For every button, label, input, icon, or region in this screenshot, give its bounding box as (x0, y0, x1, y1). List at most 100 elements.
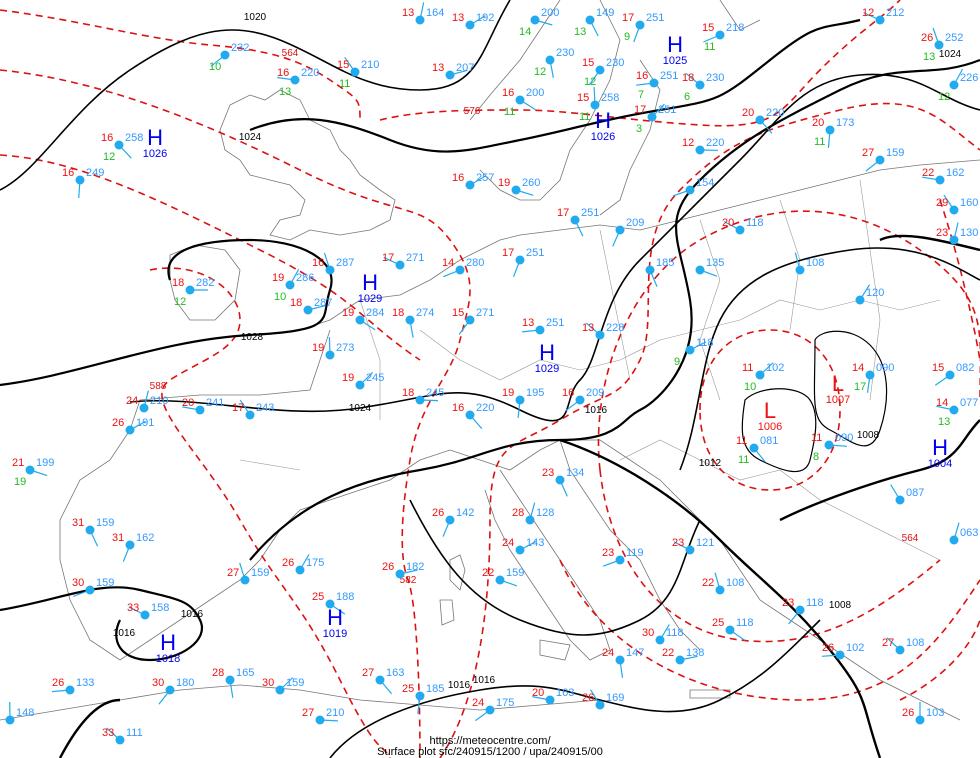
station-plot[interactable]: 30 180 (152, 677, 194, 705)
station-plot[interactable]: 19 284 (342, 307, 384, 331)
station-plot[interactable]: 23 130 (936, 222, 978, 245)
station-plot[interactable]: 30 159 (262, 677, 304, 695)
station-plot[interactable]: 16 11 200 (502, 87, 544, 118)
station-plot[interactable]: 23 118 (782, 597, 824, 625)
station-plot[interactable]: 19 273 (312, 336, 354, 360)
station-plot[interactable]: 29 160 (936, 194, 978, 215)
station-plot[interactable]: 19 10 286 (272, 269, 314, 303)
station-plot[interactable]: 13 149 (574, 7, 614, 38)
station-plot[interactable]: 14 280 (442, 257, 484, 278)
station-plot[interactable]: 13 207 (432, 62, 474, 80)
station-plot[interactable]: 13 164 (402, 2, 444, 25)
station-plot[interactable]: 33 158 (127, 602, 169, 620)
station-plot[interactable]: 20 241 (182, 397, 224, 415)
station-plot[interactable]: 27 210 (302, 707, 344, 725)
station-plot[interactable]: 28 165 (212, 667, 254, 698)
station-plot[interactable]: 15 11 210 (337, 56, 379, 90)
station-plot[interactable]: 26 133 (52, 677, 94, 695)
station-plot[interactable]: 25 188 (312, 591, 354, 615)
station-plot[interactable]: 24 210 (126, 390, 168, 413)
station-plot[interactable]: 14 13 077 (936, 397, 978, 428)
station-plot[interactable]: 18 274 (392, 307, 434, 338)
station-plot[interactable]: 33 111 (102, 727, 143, 745)
station-plot[interactable]: 26 102 (821, 642, 864, 660)
station-plot[interactable]: 17 251 (502, 247, 544, 278)
station-plot[interactable]: 22 159 (482, 567, 524, 587)
station-plot[interactable]: 26 169 (582, 689, 624, 710)
station-plot[interactable]: 18 287 (290, 297, 332, 315)
station-plot[interactable]: 11 11 081 (736, 435, 778, 466)
station-plot[interactable]: 16 287 (312, 252, 354, 275)
station-plot[interactable]: 30 159 (72, 577, 114, 598)
station-plot[interactable]: 31 162 (112, 532, 154, 562)
station-plot[interactable]: 25 185 (402, 683, 444, 714)
source-url[interactable]: https://meteocentre.com/ (429, 735, 551, 747)
station-plot[interactable]: 23 121 (672, 537, 714, 555)
station-plot[interactable]: 18 6 230 (682, 72, 724, 103)
station-plot[interactable]: 185 (645, 257, 675, 287)
station-plot[interactable]: 11 10 102 (742, 362, 784, 393)
station-plot[interactable]: 13 251 (522, 317, 564, 335)
station-plot[interactable]: 27 108 (882, 637, 924, 655)
station-plot[interactable]: 15 082 (932, 362, 974, 386)
station-plot[interactable]: 24 175 (472, 697, 514, 722)
station-plot[interactable]: 27 163 (362, 667, 404, 695)
station-plot[interactable]: 063 (949, 522, 979, 545)
station-plot[interactable]: 16 220 (452, 402, 494, 429)
station-plot[interactable]: 135 (695, 257, 725, 277)
station-plot[interactable]: 26 191 (112, 417, 154, 435)
station-plot[interactable]: 21 19 199 (12, 457, 54, 488)
station-plot[interactable]: 15 11 258 (577, 86, 619, 123)
station-plot[interactable]: 15 12 230 (582, 57, 624, 88)
station-plot[interactable]: 120 (855, 284, 885, 305)
station-plot[interactable]: 20 163 (532, 687, 574, 705)
station-plot[interactable]: 20 118 (722, 217, 764, 235)
station-plot[interactable]: 19 245 (342, 371, 384, 390)
station-plot[interactable]: 16 249 (62, 167, 104, 199)
station-plot[interactable]: 16 257 (452, 172, 494, 190)
station-plot[interactable]: 23 119 (602, 547, 644, 567)
station-plot[interactable]: 22 162 (922, 167, 964, 185)
station-plot[interactable]: 154 (672, 177, 714, 197)
station-plot[interactable]: 148 (5, 701, 35, 725)
station-plot[interactable]: 27 159 (227, 562, 269, 585)
station-plot[interactable]: 17 243 (232, 399, 274, 420)
station-plot[interactable]: 16 12 258 (101, 132, 143, 163)
station-plot[interactable]: 9 118 (674, 337, 714, 368)
station-plot[interactable]: 12 226 (938, 68, 978, 103)
station-plot[interactable]: 17 251 (557, 207, 599, 237)
station-plot[interactable]: 16 13 220 (277, 67, 319, 98)
station-plot[interactable]: 18 245 (402, 387, 444, 405)
station-plot[interactable]: 14 17 090 (852, 362, 894, 393)
station-plot[interactable]: 15 11 218 (702, 22, 744, 53)
station-plot[interactable]: 17 9 251 (622, 12, 664, 43)
station-plot[interactable]: 19 260 (498, 177, 540, 196)
station-plot[interactable]: 10 232 (209, 42, 249, 73)
station-plot[interactable]: 31 159 (72, 517, 114, 547)
station-plot[interactable]: 12 212 (862, 7, 904, 25)
station-plot[interactable]: 17 3 251 (634, 103, 676, 135)
station-plot[interactable]: 27 159 (862, 147, 904, 172)
station-plot[interactable]: 14 200 (519, 7, 559, 38)
station-plot[interactable]: 19 195 (502, 387, 544, 418)
station-plot[interactable]: 12 230 (534, 47, 574, 78)
station-plot[interactable]: 16 7 251 (636, 70, 678, 101)
station-plot[interactable]: 20 11 173 (812, 117, 854, 148)
station-plot[interactable]: 26 182 (382, 561, 424, 579)
station-plot[interactable]: 12 220 (682, 137, 724, 155)
station-plot[interactable]: 087 (890, 484, 925, 505)
station-plot[interactable]: 23 134 (542, 467, 584, 497)
station-plot[interactable]: 30 118 (642, 624, 684, 645)
station-plot[interactable]: 26 103 (902, 702, 944, 725)
station-plot[interactable]: 28 128 (512, 502, 554, 525)
station-plot[interactable]: 22 108 (702, 572, 744, 595)
station-plot[interactable]: 13 228 (582, 322, 624, 340)
station-plot[interactable]: 17 271 (382, 252, 424, 270)
station-plot[interactable]: 24 147 (602, 647, 644, 678)
station-plot[interactable]: 13 192 (452, 12, 494, 30)
station-plot[interactable]: 26 175 (282, 554, 324, 575)
station-plot[interactable]: 18 12 282 (172, 277, 214, 308)
station-plot[interactable]: 15 271 (452, 307, 494, 335)
station-plot[interactable]: 24 143 (502, 537, 544, 555)
station-plot[interactable]: 26 142 (432, 507, 474, 537)
